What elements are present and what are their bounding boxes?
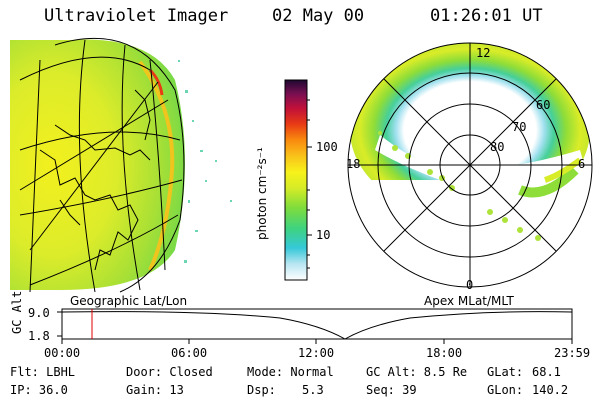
timeline-xtick-1200: 12:00 [298, 346, 335, 360]
footer-gain: Gain: 13 [126, 383, 184, 397]
left-panel-label: Geographic Lat/Lon [70, 294, 188, 308]
timeline-ytick-bottom: 1.8 [28, 329, 50, 343]
colorbar-tick-10: 10 [316, 228, 331, 242]
footer-glon-label: GLon: [487, 383, 524, 397]
footer-glat-value: 68.1 [532, 365, 561, 379]
colorbar [284, 79, 308, 281]
right-panel-label: Apex MLat/MLT [424, 294, 514, 308]
date-label: 02 May 00 [272, 6, 365, 26]
footer-glat-label: GLat: [487, 365, 524, 379]
lat-label-70: 70 [512, 120, 527, 134]
timeline-ylabel: GC Alt [10, 290, 24, 334]
footer-ip: IP: 36.0 [10, 383, 68, 397]
footer-dsp-value: 5.3 [302, 383, 324, 397]
footer-dsp-label: Dsp: [247, 383, 276, 397]
timeline-xtick-2359: 23:59 [554, 346, 591, 360]
lat-label-80: 80 [490, 140, 505, 154]
polar-spots [378, 131, 541, 241]
timeline-frame [61, 308, 573, 340]
polar-grid [347, 42, 593, 288]
mlt-label-18: 18 [346, 157, 361, 171]
mlt-label-12: 12 [476, 46, 491, 60]
footer-flt: Flt: LBHL [10, 365, 76, 379]
timeline-ytick-top: 9.0 [28, 306, 50, 320]
time-label: 01:26:01 UT [430, 6, 543, 26]
footer-seq: Seq: 39 [366, 383, 417, 397]
footer-door: Door: Closed [126, 365, 213, 379]
timeline-xtick-0600: 06:00 [171, 346, 208, 360]
footer-gcalt: GC Alt: 8.5 Re [366, 365, 468, 379]
colorbar-label: photon cm⁻²s⁻¹ [255, 147, 269, 240]
earth-disk-panel [10, 38, 232, 293]
mlt-label-0: 0 [466, 278, 474, 292]
coastline [39, 89, 151, 271]
lat-label-60: 60 [536, 98, 551, 112]
instrument-title: Ultraviolet Imager [44, 6, 229, 26]
footer-glon-value: 140.2 [532, 383, 569, 397]
colorbar-tick-100: 100 [316, 140, 338, 154]
earth-disk [10, 39, 185, 290]
altitude-curve [61, 311, 573, 340]
mlt-label-6: 6 [578, 157, 586, 171]
footer-mode: Mode: Normal [247, 365, 334, 379]
timeline-xtick-0000: 00:00 [44, 346, 81, 360]
limb-noise [178, 60, 232, 263]
timeline-xtick-1800: 18:00 [426, 346, 463, 360]
